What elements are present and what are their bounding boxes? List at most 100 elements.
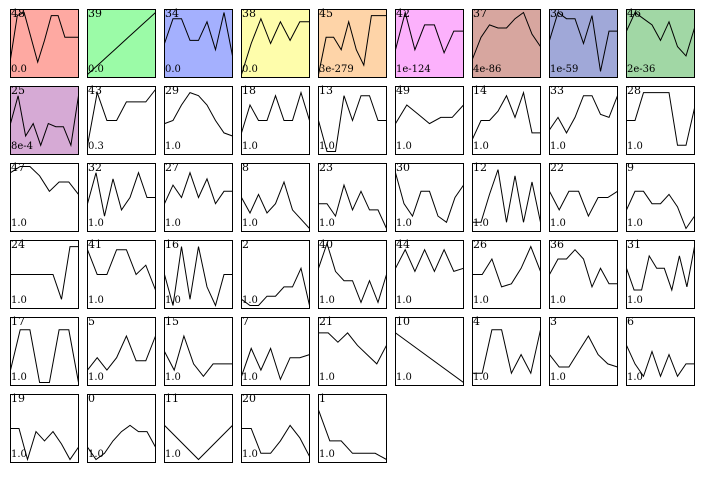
panel-frame xyxy=(241,9,310,78)
series-line xyxy=(10,246,79,300)
panel-value-label: 1.0 xyxy=(165,295,181,306)
series-line xyxy=(87,171,156,217)
panel-39: 390.0 xyxy=(87,7,156,78)
panel-frame xyxy=(10,394,79,463)
panel-44: 441.0 xyxy=(395,238,464,309)
panel-id-label: 4 xyxy=(473,315,480,328)
panel-value-label: 1.0 xyxy=(319,141,335,152)
series-line xyxy=(87,12,156,75)
panel-frame xyxy=(241,163,310,232)
series-line xyxy=(241,346,310,381)
panel-frame xyxy=(395,9,464,78)
panel-id-label: 13 xyxy=(319,84,333,97)
panel-20: 201.0 xyxy=(241,392,310,463)
series-line xyxy=(164,91,233,137)
series-line xyxy=(472,245,541,288)
panel-10: 101.0 xyxy=(395,315,464,386)
panel-id-label: 44 xyxy=(396,238,410,251)
series-line xyxy=(549,248,618,289)
panel-value-label: 1.0 xyxy=(550,141,566,152)
panel-frame xyxy=(87,394,156,463)
panel-value-label: 1.0 xyxy=(627,295,643,306)
panel-id-label: 45 xyxy=(319,7,333,20)
panel-frame xyxy=(241,86,310,155)
panel-id-label: 14 xyxy=(473,84,487,97)
panel-frame xyxy=(87,163,156,232)
series-line xyxy=(318,15,387,75)
series-line xyxy=(241,424,310,457)
panel-24: 241.0 xyxy=(10,238,79,309)
series-line xyxy=(549,190,618,218)
panel-id-label: 49 xyxy=(396,84,410,97)
panel-frame xyxy=(87,317,156,386)
panel-id-label: 5 xyxy=(88,315,95,328)
panel-id-label: 20 xyxy=(242,392,256,405)
series-line xyxy=(318,241,387,304)
panel-frame xyxy=(318,394,387,463)
panel-15: 151.0 xyxy=(164,315,233,386)
panel-value-label: 1.0 xyxy=(319,372,335,383)
panel-value-label: 1.0 xyxy=(165,141,181,152)
panel-id-label: 15 xyxy=(165,315,179,328)
series-line xyxy=(395,332,464,383)
panel-value-label: 1.0 xyxy=(88,218,104,229)
panel-value-label: 1.0 xyxy=(88,295,104,306)
panel-16: 161.0 xyxy=(164,238,233,309)
panel-30: 301.0 xyxy=(395,161,464,232)
panel-frame xyxy=(472,240,541,309)
panel-29: 291.0 xyxy=(164,84,233,155)
panel-frame xyxy=(395,86,464,155)
panel-42: 42 1e-124 xyxy=(395,7,464,78)
panel-21: 211.0 xyxy=(318,315,387,386)
panel-value-label: 1.0 xyxy=(11,372,27,383)
panel-id-label: 35 xyxy=(550,7,564,20)
panel-43: 430.3 xyxy=(87,84,156,155)
panel-value-label: 0.0 xyxy=(11,64,27,75)
series-line xyxy=(395,172,464,224)
series-line xyxy=(549,95,618,134)
panel-id-label: 39 xyxy=(88,7,102,20)
panel-value-label: 1.0 xyxy=(319,449,335,460)
panel-id-label: 10 xyxy=(396,315,410,328)
panel-id-label: 25 xyxy=(11,84,25,97)
panel-value-label: 3e-279 xyxy=(319,64,354,75)
panel-value-label: 1.0 xyxy=(550,372,566,383)
panel-frame xyxy=(626,86,695,155)
panel-value-label: 0.0 xyxy=(242,64,258,75)
panel-45: 45 3e-279 xyxy=(318,7,387,78)
panel-value-label: 1.0 xyxy=(550,295,566,306)
panel-frame xyxy=(472,9,541,78)
panel-id-label: 21 xyxy=(319,315,333,328)
panel-id-label: 32 xyxy=(88,161,102,174)
series-line xyxy=(164,12,233,56)
panel-value-label: 1e-59 xyxy=(550,64,578,75)
panel-id-label: 18 xyxy=(242,84,256,97)
panel-frame xyxy=(549,240,618,309)
panel-frame xyxy=(164,394,233,463)
panel-33: 331.0 xyxy=(549,84,618,155)
series-line xyxy=(241,90,310,134)
panel-13: 131.0 xyxy=(318,84,387,155)
panel-value-label: 1.0 xyxy=(242,218,258,229)
series-line xyxy=(472,11,541,60)
panel-46: 46 2e-36 xyxy=(626,7,695,78)
panel-value-label: 1.0 xyxy=(11,449,27,460)
panel-value-label: 1.0 xyxy=(473,372,489,383)
panel-id-label: 43 xyxy=(88,84,102,97)
series-line xyxy=(626,190,695,230)
series-line xyxy=(395,104,464,125)
series-line xyxy=(472,329,541,375)
panel-frame xyxy=(10,86,79,155)
panel-value-label: 1.0 xyxy=(242,372,258,383)
panel-value-label: 0.3 xyxy=(88,141,104,152)
series-line xyxy=(318,95,387,152)
panel-26: 261.0 xyxy=(472,238,541,309)
panel-value-label: 1.0 xyxy=(550,218,566,229)
series-line xyxy=(472,169,541,223)
panel-value-label: 1.0 xyxy=(165,218,181,229)
panel-23: 231.0 xyxy=(318,161,387,232)
panel-frame xyxy=(241,394,310,463)
panel-id-label: 24 xyxy=(11,238,25,251)
panel-id-label: 19 xyxy=(11,392,25,405)
panel-3: 31.0 xyxy=(549,315,618,386)
